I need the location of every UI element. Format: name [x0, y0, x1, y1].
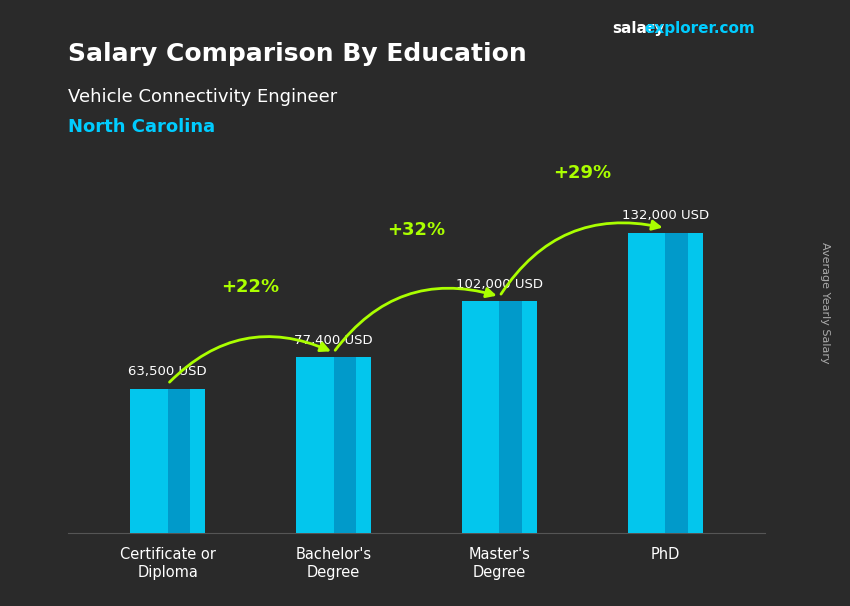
Bar — [666, 233, 688, 533]
Text: Salary Comparison By Education: Salary Comparison By Education — [68, 42, 527, 67]
Text: North Carolina: North Carolina — [68, 118, 215, 136]
Text: Average Yearly Salary: Average Yearly Salary — [819, 242, 830, 364]
Text: 63,500 USD: 63,500 USD — [128, 365, 207, 378]
Text: explorer.com: explorer.com — [644, 21, 755, 36]
Text: Vehicle Connectivity Engineer: Vehicle Connectivity Engineer — [68, 88, 337, 106]
Text: salary: salary — [612, 21, 665, 36]
Text: +32%: +32% — [388, 221, 445, 239]
Bar — [628, 233, 703, 533]
Bar — [462, 301, 537, 533]
Text: 102,000 USD: 102,000 USD — [456, 278, 543, 291]
Text: 77,400 USD: 77,400 USD — [294, 334, 373, 347]
Text: +22%: +22% — [222, 278, 280, 296]
Bar — [333, 357, 356, 533]
Bar — [500, 301, 522, 533]
Text: +29%: +29% — [553, 164, 611, 182]
Bar — [167, 388, 190, 533]
Bar — [296, 357, 371, 533]
Bar — [130, 388, 205, 533]
Text: 132,000 USD: 132,000 USD — [622, 210, 709, 222]
